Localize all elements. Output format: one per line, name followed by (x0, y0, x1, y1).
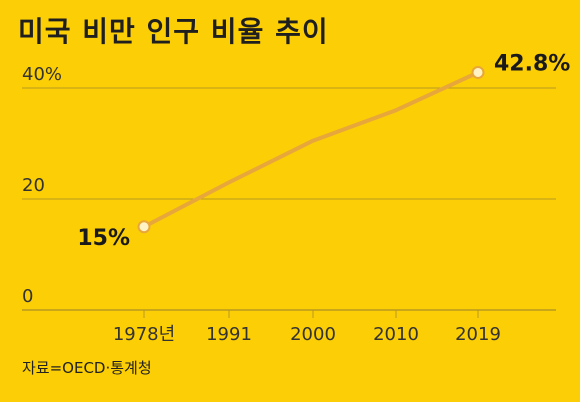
data-point-marker (137, 220, 151, 234)
x-tick-label: 2019 (455, 324, 501, 345)
x-tick-label: 1991 (206, 324, 252, 345)
line-layer (137, 65, 485, 234)
y-tick-label: 20 (22, 175, 45, 196)
chart-title: 미국 비만 인구 비율 추이 (18, 15, 329, 48)
x-tick-label: 1978년 (113, 324, 175, 345)
x-tick-label: 2000 (290, 324, 336, 345)
data-label: 42.8% (494, 51, 570, 76)
y-tick-label: 40% (22, 64, 62, 85)
x-tick-label: 2010 (373, 324, 419, 345)
grid-layer (22, 87, 556, 311)
tick-layer: 40% 20 0 1978년 1991 2000 2010 2019 (22, 64, 501, 345)
label-layer: 15% 42.8% (77, 51, 570, 250)
data-point-marker (471, 65, 485, 79)
source-note: 자료=OECD·통계청 (22, 359, 152, 377)
data-label: 15% (77, 226, 130, 251)
y-tick-label: 0 (22, 286, 33, 307)
series-line (142, 70, 480, 229)
